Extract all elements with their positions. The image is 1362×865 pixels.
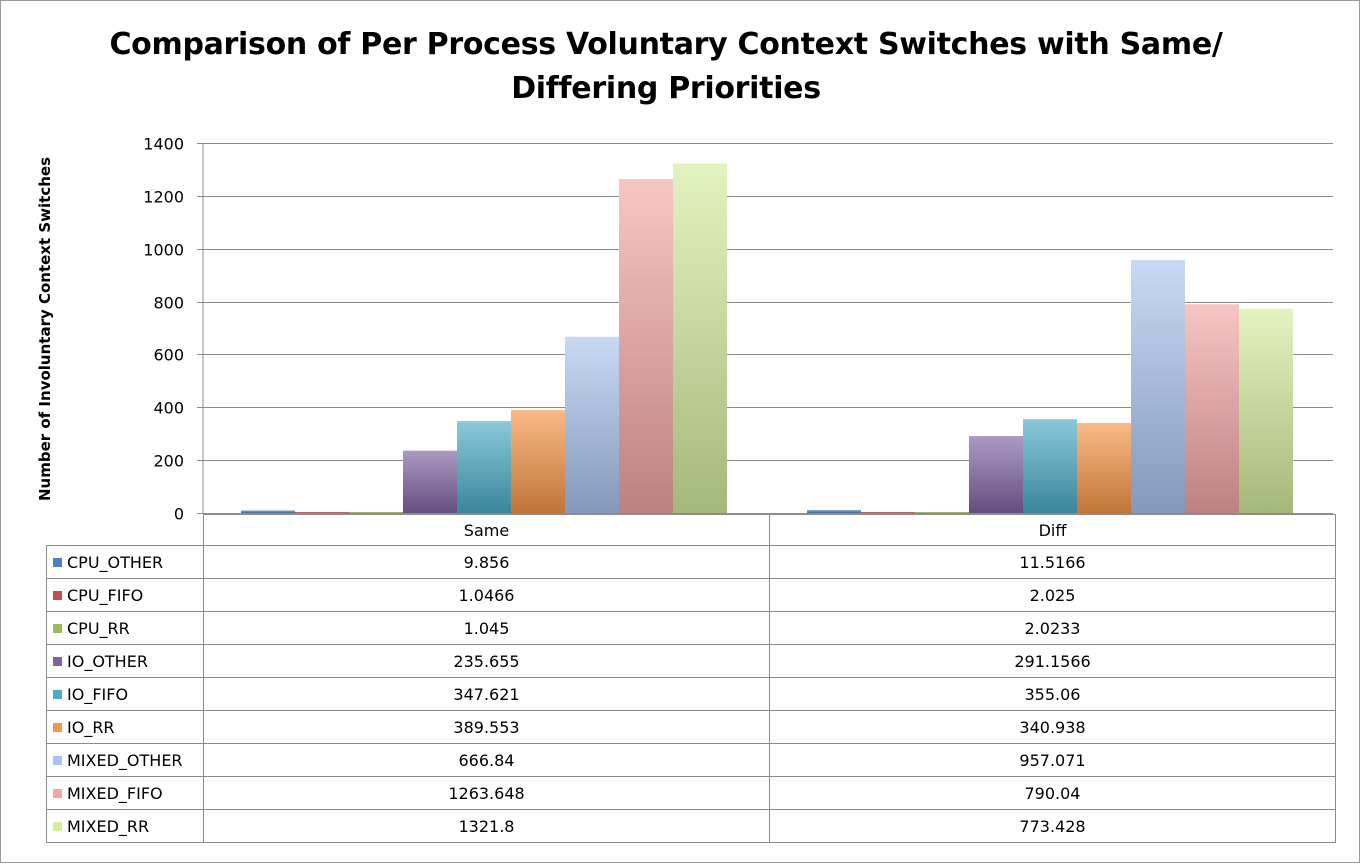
data-value-cell: 1.0466 bbox=[203, 578, 770, 612]
bar-cpu-fifo-same bbox=[295, 512, 349, 513]
legend-swatch bbox=[53, 821, 62, 831]
legend-swatch bbox=[53, 788, 62, 798]
bar-io-rr-diff bbox=[1077, 422, 1131, 513]
legend-entry: IO_FIFO bbox=[46, 677, 204, 711]
data-table-corner bbox=[46, 514, 204, 546]
legend-swatch bbox=[53, 590, 62, 600]
legend-swatch bbox=[53, 557, 62, 567]
data-table-header-row: Same Diff bbox=[46, 514, 1336, 546]
y-axis-ticks: 0 200 400 600 800 1000 1200 1400 bbox=[143, 135, 184, 522]
legend-entry: CPU_RR bbox=[46, 611, 204, 645]
data-value-cell: 11.5166 bbox=[769, 545, 1336, 579]
data-value-cell: 1321.8 bbox=[203, 809, 770, 843]
bar-io-other-same bbox=[403, 450, 457, 513]
legend-entry: IO_OTHER bbox=[46, 644, 204, 678]
y-tick-label: 1200 bbox=[143, 188, 184, 207]
bar-mixed-rr-diff bbox=[1239, 308, 1293, 513]
data-value-cell: 957.071 bbox=[769, 743, 1336, 777]
legend-swatch bbox=[53, 755, 62, 765]
bar-io-other-diff bbox=[969, 436, 1023, 513]
y-tick-label: 800 bbox=[153, 294, 184, 313]
bar-mixed-other-diff bbox=[1131, 260, 1185, 513]
legend-swatch bbox=[53, 722, 62, 732]
series-name: CPU_OTHER bbox=[67, 552, 164, 572]
bar-cpu-rr-diff bbox=[915, 512, 969, 513]
legend-swatch bbox=[53, 689, 62, 699]
chart-title: Comparison of Per Process Voluntary Cont… bbox=[81, 23, 1251, 111]
legend-entry: CPU_OTHER bbox=[46, 545, 204, 579]
y-tick-label: 200 bbox=[153, 452, 184, 471]
legend-entry: MIXED_OTHER bbox=[46, 743, 204, 777]
data-value-cell: 9.856 bbox=[203, 545, 770, 579]
data-value-cell: 1263.648 bbox=[203, 776, 770, 810]
data-table-row: IO_FIFO 347.621 355.06 bbox=[46, 677, 1336, 711]
y-tick-label: 400 bbox=[153, 399, 184, 418]
legend-entry: CPU_FIFO bbox=[46, 578, 204, 612]
series-name: CPU_FIFO bbox=[67, 585, 144, 605]
data-table-row: IO_RR 389.553 340.938 bbox=[46, 710, 1336, 744]
legend-swatch bbox=[53, 623, 62, 633]
legend-entry: MIXED_RR bbox=[46, 809, 204, 843]
data-value-cell: 235.655 bbox=[203, 644, 770, 678]
category-label: Diff bbox=[769, 514, 1336, 546]
bar-io-fifo-diff bbox=[1023, 419, 1077, 513]
bar-io-fifo-same bbox=[457, 421, 511, 513]
series-name: IO_FIFO bbox=[67, 684, 129, 704]
data-table-row: CPU_RR 1.045 2.0233 bbox=[46, 611, 1336, 645]
chart-plot: 0 200 400 600 800 1000 1200 1400 bbox=[143, 135, 1333, 522]
data-value-cell: 666.84 bbox=[203, 743, 770, 777]
series-name: MIXED_OTHER bbox=[67, 750, 183, 770]
data-value-cell: 773.428 bbox=[769, 809, 1336, 843]
legend-entry: MIXED_FIFO bbox=[46, 776, 204, 810]
data-table-row: CPU_FIFO 1.0466 2.025 bbox=[46, 578, 1336, 612]
data-value-cell: 347.621 bbox=[203, 677, 770, 711]
y-tick-label: 1400 bbox=[143, 135, 184, 154]
data-value-cell: 291.1566 bbox=[769, 644, 1336, 678]
data-table: Same Diff CPU_OTHER 9.856 11.5166 CPU_FIFO 1… bbox=[46, 514, 1336, 843]
y-tick-label: 1000 bbox=[143, 241, 184, 260]
y-tick-label: 600 bbox=[153, 346, 184, 365]
bar-mixed-other-same bbox=[565, 336, 619, 513]
data-value-cell: 790.04 bbox=[769, 776, 1336, 810]
legend-entry: IO_RR bbox=[46, 710, 204, 744]
bar-cpu-other-same bbox=[241, 510, 295, 513]
legend-swatch bbox=[53, 656, 62, 666]
bars bbox=[241, 163, 1293, 513]
series-name: IO_RR bbox=[67, 717, 115, 737]
bar-mixed-rr-same bbox=[673, 163, 727, 513]
y-tick-label: 0 bbox=[174, 505, 184, 522]
bar-cpu-other-diff bbox=[807, 509, 861, 513]
data-value-cell: 2.025 bbox=[769, 578, 1336, 612]
chart-title-line-2: Differing Priorities bbox=[511, 71, 821, 106]
bar-io-rr-same bbox=[511, 410, 565, 513]
data-value-cell: 389.553 bbox=[203, 710, 770, 744]
data-table-row: MIXED_OTHER 666.84 957.071 bbox=[46, 743, 1336, 777]
series-name: MIXED_FIFO bbox=[67, 783, 163, 803]
chart-title-line-1: Comparison of Per Process Voluntary Cont… bbox=[109, 27, 1223, 62]
data-value-cell: 355.06 bbox=[769, 677, 1336, 711]
bar-mixed-fifo-same bbox=[619, 179, 673, 513]
bar-cpu-rr-same bbox=[349, 512, 403, 513]
category-label: Same bbox=[203, 514, 770, 546]
series-name: MIXED_RR bbox=[67, 816, 150, 836]
data-value-cell: 1.045 bbox=[203, 611, 770, 645]
data-table-row: MIXED_FIFO 1263.648 790.04 bbox=[46, 776, 1336, 810]
series-name: IO_OTHER bbox=[67, 651, 148, 671]
data-table-row: MIXED_RR 1321.8 773.428 bbox=[46, 809, 1336, 843]
data-value-cell: 2.0233 bbox=[769, 611, 1336, 645]
series-name: CPU_RR bbox=[67, 618, 130, 638]
bar-cpu-fifo-diff bbox=[861, 512, 915, 513]
data-table-row: CPU_OTHER 9.856 11.5166 bbox=[46, 545, 1336, 579]
data-table-row: IO_OTHER 235.655 291.1566 bbox=[46, 644, 1336, 678]
data-value-cell: 340.938 bbox=[769, 710, 1336, 744]
bar-mixed-fifo-diff bbox=[1185, 304, 1239, 513]
